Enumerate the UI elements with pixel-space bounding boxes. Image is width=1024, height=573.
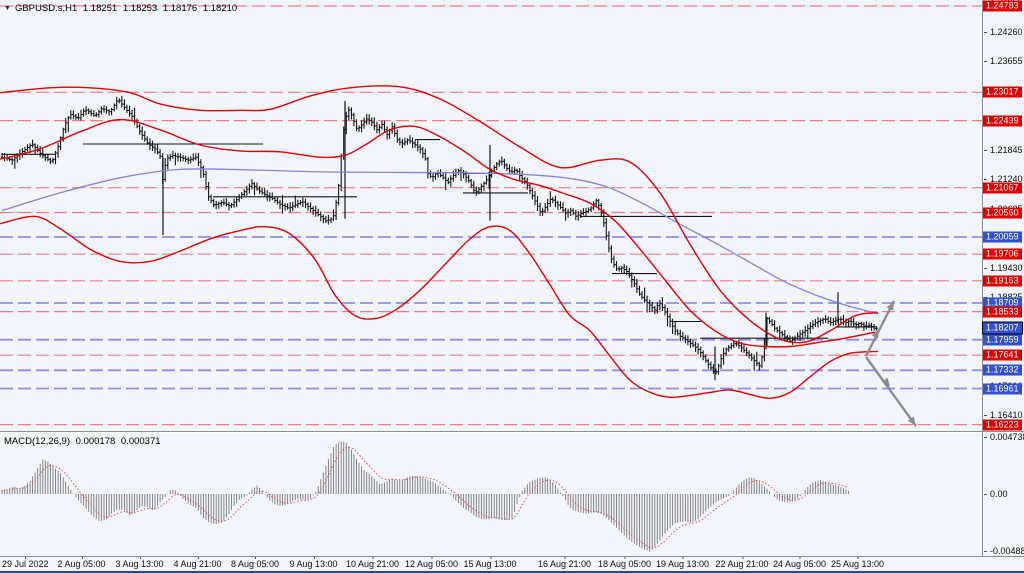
- current-price-badge-1.18207: 1.18207: [983, 322, 1022, 333]
- level-badge-1.17959: 1.17959: [983, 334, 1022, 346]
- level-badge-1.16961: 1.16961: [983, 383, 1022, 394]
- time-label-6: 10 Aug 21:00: [345, 557, 400, 569]
- forecast-arrows[interactable]: [864, 300, 917, 427]
- macd-indicator-label: MACD(12,26,9) 0.000178 0.000371: [4, 436, 164, 447]
- trend-arrow-down[interactable]: [865, 356, 917, 427]
- macd-signal-line: [1, 446, 849, 549]
- time-label-14: 25 Aug 13:00: [830, 557, 885, 569]
- spike-wicks: [162, 101, 839, 381]
- trend-arrow-up-head-icon: [871, 329, 879, 339]
- macd-panel[interactable]: [0, 433, 982, 555]
- trend-arrow-up-head-icon: [886, 301, 894, 311]
- candlestick-bars: [0, 95, 878, 381]
- level-badge-1.22439: 1.22439: [983, 115, 1022, 127]
- ohlc-open: 1.18251: [82, 3, 118, 14]
- level-badge-1.19163: 1.19163: [983, 275, 1022, 287]
- macd-scale-tick-2: -0.004889: [984, 546, 1024, 556]
- time-label-8: 15 Aug 13:00: [463, 557, 517, 569]
- ohlc-high: 1.18253: [122, 3, 158, 14]
- level-badge-1.19706: 1.19706: [983, 248, 1022, 260]
- time-label-4: 8 Aug 05:00: [230, 557, 280, 569]
- level-badge-1.17641: 1.17641: [983, 349, 1022, 361]
- bollinger-lower-band[interactable]: [0, 215, 879, 400]
- macd-histogram: [1, 441, 850, 552]
- level-badge-1.16223: 1.16223: [983, 419, 1022, 431]
- time-axis[interactable]: 29 Jul 2022 2 Aug 05:00 3 Aug 13:00 4 Aug 2…: [0, 557, 1024, 571]
- level-badge-1.18533: 1.18533: [983, 306, 1022, 318]
- price-chart[interactable]: [0, 0, 982, 431]
- ohlc-low: 1.18176: [162, 3, 198, 14]
- price-tick-1.21240: 1.21240: [984, 174, 1023, 185]
- price-tick-1.19430: 1.19430: [984, 262, 1023, 273]
- time-label-7: 12 Aug 05:00: [404, 557, 459, 569]
- chart-title: ▼ GBPUSD.s,H1 1.18251 1.18253 1.18176 1.1…: [4, 3, 240, 14]
- macd-scale-tick-1: 0.00: [984, 489, 1008, 499]
- trend-arrow-down-head-icon: [907, 416, 916, 426]
- time-label-12: 22 Aug 21:00: [715, 557, 769, 569]
- moving-average-line[interactable]: [1, 168, 879, 315]
- price-tick-1.23655: 1.23655: [984, 56, 1023, 67]
- level-badge-1.18709: 1.18709: [983, 297, 1022, 309]
- time-label-3: 4 Aug 21:00: [173, 557, 222, 569]
- price-scale[interactable]: 1.248651.242601.236551.218451.212401.206…: [983, 0, 1024, 556]
- bollinger-middle-band[interactable]: [0, 118, 879, 348]
- level-badge-1.23017: 1.23017: [983, 86, 1022, 98]
- time-label-0: 29 Jul 2022: [2, 557, 49, 569]
- trend-arrow-down-head-icon: [881, 377, 890, 387]
- time-label-1: 2 Aug 05:00: [57, 557, 106, 569]
- price-tick-1.16410: 1.16410: [984, 410, 1023, 421]
- level-badge-1.17332: 1.17332: [983, 364, 1022, 376]
- ohlc-close: 1.18210: [202, 3, 238, 14]
- time-label-2: 3 Aug 13:00: [115, 557, 164, 569]
- time-axis-separator: [0, 556, 1024, 557]
- trend-arrow-up[interactable]: [864, 300, 896, 357]
- bollinger-upper-band[interactable]: [0, 85, 879, 344]
- time-label-9: 16 Aug 21:00: [537, 557, 592, 569]
- macd-signal-value: 0.000371: [120, 436, 161, 447]
- price-tick-1.24260: 1.24260: [984, 26, 1023, 37]
- price-tick-1.21845: 1.21845: [984, 144, 1023, 155]
- time-label-11: 19 Aug 13:00: [655, 557, 710, 569]
- one-click-trading-arrow-icon[interactable]: ▼: [4, 5, 11, 12]
- bar-series: [1, 95, 878, 375]
- level-badge-1.20560: 1.20560: [983, 207, 1022, 218]
- panel-splitter-main-macd[interactable]: [0, 431, 1024, 432]
- macd-scale-tick-0: 0.004738: [984, 432, 1024, 442]
- level-badge-1.20059: 1.20059: [983, 231, 1022, 243]
- level-badge-1.21067: 1.21067: [983, 182, 1022, 194]
- macd-main-value: 0.000178: [75, 436, 116, 447]
- level-badge-1.24783: 1.24783: [983, 0, 1022, 12]
- time-label-10: 18 Aug 05:00: [597, 557, 652, 569]
- panel-splitter-highlight: [0, 432, 1024, 433]
- time-label-5: 9 Aug 13:00: [289, 557, 338, 569]
- time-label-13: 24 Aug 05:00: [772, 557, 827, 569]
- level-lines[interactable]: [0, 5, 982, 426]
- symbol-period-label: GBPUSD.s,H1: [14, 3, 78, 14]
- price-scale-separator: [982, 0, 983, 556]
- price-level-segments[interactable]: [2, 139, 877, 339]
- macd-name: MACD(12,26,9): [4, 436, 70, 447]
